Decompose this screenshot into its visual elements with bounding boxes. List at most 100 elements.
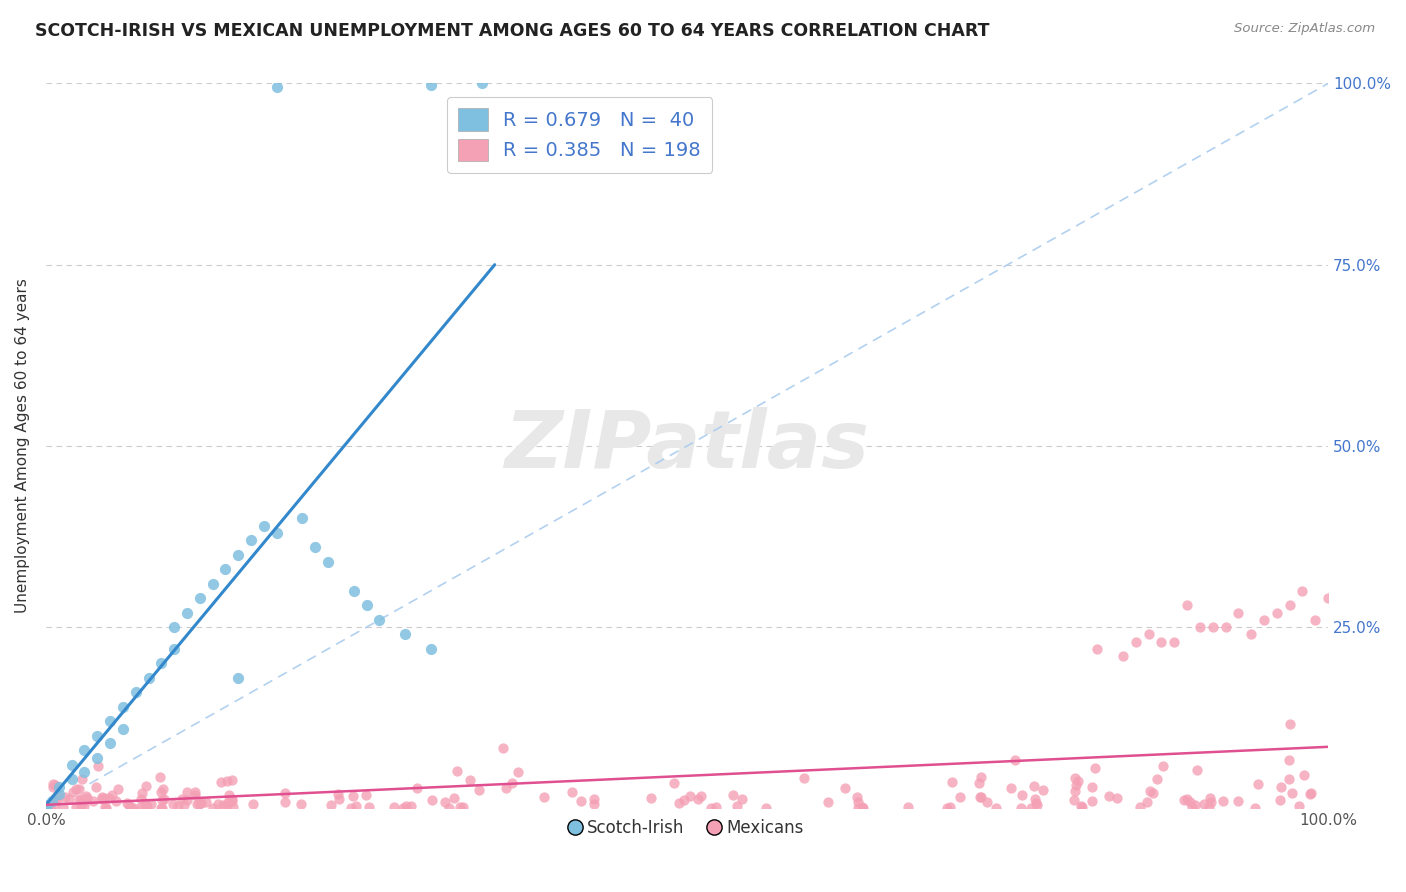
- Mexicans: [443, 791, 465, 805]
- Mexicans: [727, 799, 749, 814]
- Scotch-Irish: [394, 627, 416, 641]
- Mexicans: [569, 794, 592, 808]
- Mexicans: [1277, 753, 1299, 767]
- Mexicans: [970, 790, 993, 805]
- Mexicans: [1063, 784, 1085, 798]
- Mexicans: [437, 801, 460, 815]
- Scotch-Irish: [226, 548, 249, 562]
- Mexicans: [162, 797, 184, 812]
- Mexicans: [1163, 634, 1185, 648]
- Mexicans: [399, 799, 422, 814]
- Mexicans: [101, 789, 124, 803]
- Mexicans: [1071, 800, 1094, 814]
- Mexicans: [700, 801, 723, 815]
- Mexicans: [1070, 799, 1092, 814]
- Mexicans: [1247, 777, 1270, 791]
- Scotch-Irish: [98, 736, 121, 750]
- Scotch-Irish: [266, 80, 288, 95]
- Scotch-Irish: [304, 541, 326, 555]
- Mexicans: [533, 790, 555, 805]
- Mexicans: [1180, 795, 1202, 809]
- Mexicans: [969, 770, 991, 784]
- Mexicans: [1192, 797, 1215, 812]
- Mexicans: [344, 799, 367, 814]
- Mexicans: [731, 792, 754, 806]
- Scotch-Irish: [316, 555, 339, 569]
- Mexicans: [721, 788, 744, 802]
- Mexicans: [1112, 649, 1135, 664]
- Mexicans: [41, 777, 63, 791]
- Mexicans: [150, 800, 173, 814]
- Mexicans: [1184, 797, 1206, 812]
- Mexicans: [150, 793, 173, 807]
- Mexicans: [1085, 642, 1108, 657]
- Mexicans: [73, 794, 96, 808]
- Mexicans: [173, 798, 195, 813]
- Mexicans: [1198, 791, 1220, 805]
- Mexicans: [1067, 774, 1090, 789]
- Legend: Scotch-Irish, Mexicans: Scotch-Irish, Mexicans: [564, 813, 810, 844]
- Mexicans: [1105, 791, 1128, 805]
- Mexicans: [755, 801, 778, 815]
- Scotch-Irish: [138, 671, 160, 685]
- Mexicans: [215, 798, 238, 813]
- Mexicans: [1227, 794, 1250, 808]
- Mexicans: [328, 792, 350, 806]
- Mexicans: [58, 792, 80, 806]
- Scotch-Irish: [240, 533, 263, 548]
- Scotch-Irish: [188, 591, 211, 606]
- Scotch-Irish: [163, 642, 186, 657]
- Mexicans: [1004, 753, 1026, 767]
- Mexicans: [1212, 794, 1234, 808]
- Mexicans: [166, 798, 188, 813]
- Mexicans: [131, 786, 153, 800]
- Mexicans: [70, 799, 93, 814]
- Mexicans: [357, 800, 380, 814]
- Mexicans: [851, 800, 873, 814]
- Scotch-Irish: [60, 772, 83, 787]
- Mexicans: [446, 764, 468, 779]
- Scotch-Irish: [253, 518, 276, 533]
- Mexicans: [149, 785, 172, 799]
- Mexicans: [65, 800, 87, 814]
- Mexicans: [93, 799, 115, 814]
- Scotch-Irish: [35, 801, 58, 815]
- Mexicans: [215, 774, 238, 789]
- Mexicans: [39, 801, 62, 815]
- Scotch-Irish: [266, 525, 288, 540]
- Scotch-Irish: [176, 606, 198, 620]
- Scotch-Irish: [73, 743, 96, 757]
- Mexicans: [1097, 789, 1119, 803]
- Mexicans: [339, 801, 361, 815]
- Mexicans: [1199, 795, 1222, 809]
- Mexicans: [65, 781, 87, 796]
- Mexicans: [949, 789, 972, 804]
- Mexicans: [242, 797, 264, 812]
- Mexicans: [212, 798, 235, 813]
- Mexicans: [1181, 799, 1204, 814]
- Mexicans: [152, 792, 174, 806]
- Mexicans: [1125, 634, 1147, 648]
- Mexicans: [1139, 784, 1161, 798]
- Mexicans: [1063, 771, 1085, 785]
- Mexicans: [94, 801, 117, 815]
- Mexicans: [1142, 786, 1164, 800]
- Mexicans: [679, 789, 702, 803]
- Text: ZIPatlas: ZIPatlas: [505, 407, 869, 485]
- Mexicans: [176, 785, 198, 799]
- Mexicans: [139, 797, 162, 811]
- Mexicans: [1265, 606, 1288, 620]
- Mexicans: [936, 801, 959, 815]
- Mexicans: [1066, 778, 1088, 792]
- Mexicans: [969, 789, 991, 804]
- Mexicans: [501, 776, 523, 790]
- Mexicans: [44, 791, 66, 805]
- Mexicans: [941, 775, 963, 789]
- Mexicans: [834, 780, 856, 795]
- Mexicans: [1317, 591, 1340, 606]
- Mexicans: [1080, 780, 1102, 794]
- Mexicans: [52, 800, 75, 814]
- Mexicans: [1152, 758, 1174, 772]
- Scotch-Irish: [368, 613, 391, 627]
- Mexicans: [846, 795, 869, 809]
